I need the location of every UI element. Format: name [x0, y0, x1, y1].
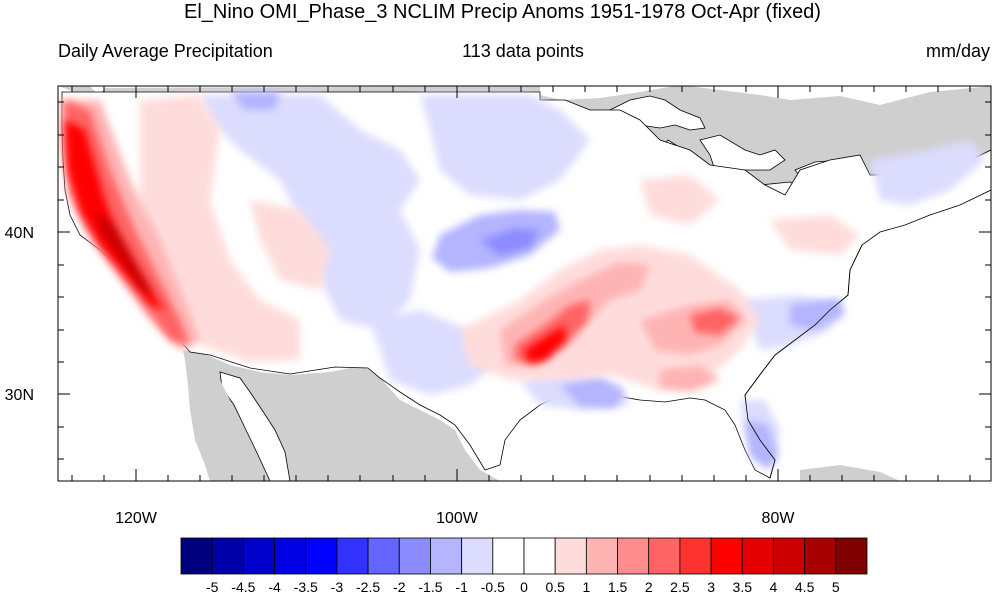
colorbar-box [679, 537, 712, 575]
colorbar-tick-label: -3.5 [294, 579, 318, 595]
lon-label-100w: 100W [436, 510, 479, 527]
map-area [58, 86, 991, 481]
colorbar-box [554, 537, 587, 575]
colorbar-box [710, 537, 743, 575]
colorbar-box [617, 537, 650, 575]
colorbar-box [804, 537, 837, 575]
colorbar-tick-label: -2 [393, 579, 406, 595]
colorbar-tick-label: 5 [832, 579, 840, 595]
colorbar-tick-label: 3 [707, 579, 715, 595]
lat-label-40n: 40N [5, 225, 34, 242]
colorbar-box [492, 537, 525, 575]
plot-frame [57, 85, 992, 482]
subtitle-variable: Daily Average Precipitation [58, 41, 273, 61]
colorbar-tick-label: 0 [520, 579, 528, 595]
colorbar-box [274, 537, 307, 575]
colorbar-tick-label: 4.5 [795, 579, 815, 595]
colorbar-box [648, 537, 681, 575]
colorbar-tick-label: -5 [206, 579, 219, 595]
colorbar-tick-label: 0.5 [545, 579, 565, 595]
colorbar-tick-label: 1.5 [608, 579, 628, 595]
cuba-land [800, 465, 900, 481]
colorbar-tick-label: -0.5 [481, 579, 505, 595]
lon-label-120w: 120W [115, 510, 158, 527]
colorbar-box [741, 537, 774, 575]
colorbar-box [523, 537, 556, 575]
colorbar-tick-label: -1.5 [418, 579, 442, 595]
colorbar-box [242, 537, 275, 575]
colorbar-box [180, 537, 213, 575]
colorbar [180, 537, 868, 575]
colorbar-tick-label: -4 [268, 579, 281, 595]
colorbar-tick-label: -2.5 [356, 579, 380, 595]
colorbar-tick-label: 1 [582, 579, 590, 595]
plot-title: El_Nino OMI_Phase_3 NCLIM Precip Anoms 1… [184, 1, 821, 23]
colorbar-box [211, 537, 244, 575]
subtitle-count: 113 data points [462, 41, 584, 61]
colorbar-box [585, 537, 618, 575]
positive-anomaly-max [65, 120, 565, 362]
colorbar-tick-label: 2 [645, 579, 653, 595]
gulf-of-california [219, 371, 291, 481]
colorbar-tick-label: 3.5 [733, 579, 753, 595]
axis-ticks [58, 86, 991, 481]
colorbar-tick-label: 4 [770, 579, 778, 595]
blue-anomaly-cores [230, 92, 845, 470]
colorbar-tick-label: -4.5 [231, 579, 255, 595]
colorbar-box [461, 537, 494, 575]
subtitle-units: mm/day [925, 41, 990, 61]
lat-label-30n: 30N [5, 387, 34, 404]
colorbar-tick-label: -1 [455, 579, 468, 595]
colorbar-box [398, 537, 431, 575]
colorbar-tick-label: -3 [331, 579, 344, 595]
colorbar-box [430, 537, 463, 575]
colorbar-box [367, 537, 400, 575]
colorbar-box [835, 537, 868, 575]
colorbar-box [773, 537, 806, 575]
colorbar-box [305, 537, 338, 575]
lon-label-80w: 80W [762, 510, 796, 527]
colorbar-labels: -5 -4.5 -4 -3.5 -3 -2.5 -2 -1.5 -1 -0.5 0 0.5 1 1.5 2 2… [206, 579, 840, 595]
colorbar-tick-label: 2.5 [670, 579, 690, 595]
colorbar-box [336, 537, 369, 575]
baja-peninsula [195, 365, 262, 481]
